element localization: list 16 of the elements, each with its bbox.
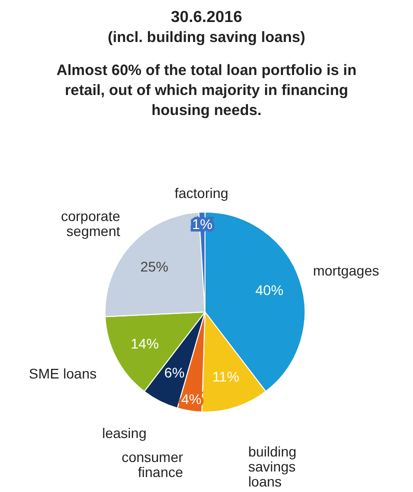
slice-label: consumer finance bbox=[122, 449, 184, 480]
data-label: 11% bbox=[212, 368, 240, 385]
text: Almost 60% of the total loan portfolio is in retail, out of which majority in financing housing needs. bbox=[56, 62, 357, 119]
chart-title: 30.6.2016 bbox=[170, 9, 242, 26]
data-label: 14% bbox=[130, 336, 159, 352]
slice-label: mortgages bbox=[312, 262, 380, 278]
data-label: 4% bbox=[181, 390, 202, 407]
slice-label: SME loans bbox=[28, 366, 97, 382]
chart-subtitle: (incl. building saving loans) bbox=[108, 29, 306, 46]
data-label: 6% bbox=[164, 364, 185, 381]
slice-label: leasing bbox=[102, 425, 146, 442]
data-label: 40% bbox=[255, 282, 284, 298]
slice-label: building savings loans bbox=[248, 443, 296, 490]
slice-label: factoring bbox=[174, 185, 228, 202]
data-label: 25% bbox=[140, 258, 168, 275]
slice-label: corporate segment bbox=[60, 208, 120, 239]
